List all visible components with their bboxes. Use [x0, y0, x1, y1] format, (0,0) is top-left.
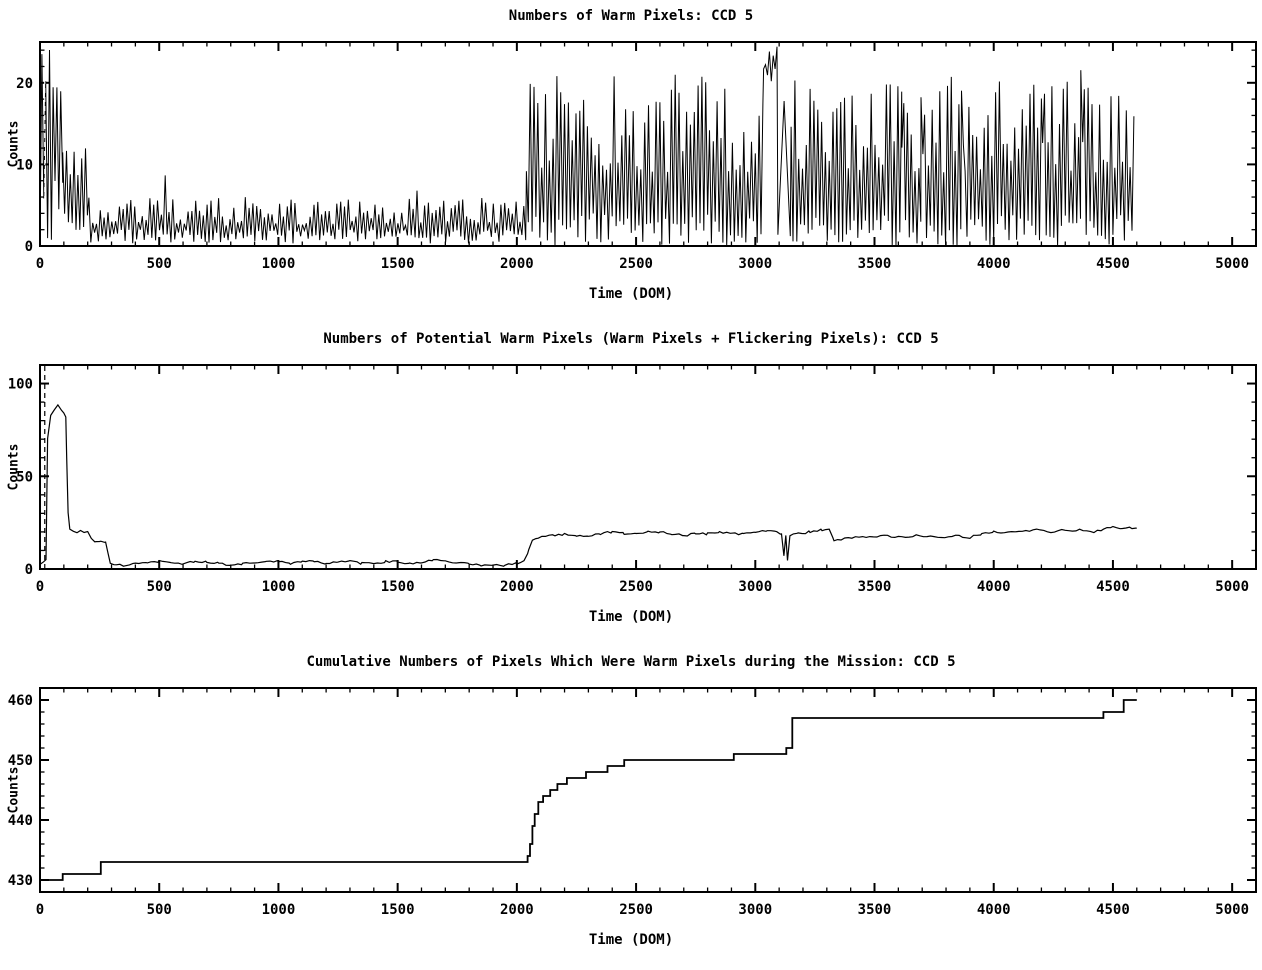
svg-text:5000: 5000 [1215, 579, 1249, 595]
warm-pixels-chart: 0 500 1000 1500 2000 2500 3000 3500 4000 4500 5000… [16, 41, 1257, 272]
potential-warm-pixels-x-axis-label: Time (DOM) [588, 609, 674, 625]
svg-text:500: 500 [147, 902, 172, 918]
cumulative-warm-pixels-x-axis-label: Time (DOM) [588, 932, 674, 948]
cumulative-warm-pixels-y-axis-label: Counts [6, 766, 22, 814]
svg-text:1000: 1000 [262, 256, 296, 272]
svg-text:1000: 1000 [262, 902, 296, 918]
svg-text:5000: 5000 [1215, 902, 1249, 918]
svg-text:4000: 4000 [977, 902, 1011, 918]
warm-pixels-title: Numbers of Warm Pixels: CCD 5 [508, 8, 754, 24]
svg-text:2500: 2500 [619, 256, 653, 272]
potential-warm-pixels-y-axis-label: Counts [6, 443, 22, 491]
svg-text:50: 50 [16, 469, 33, 485]
potential-warm-pixels-chart: 0 500 1000 1500 2000 2500 3000 3500 4000 4500 5000… [8, 364, 1257, 595]
svg-text:460: 460 [8, 693, 33, 709]
svg-text:3000: 3000 [738, 256, 772, 272]
svg-text:4500: 4500 [1096, 579, 1130, 595]
svg-text:3500: 3500 [858, 579, 892, 595]
warm-pixels-panel: Numbers of Warm Pixels: CCD 5 Counts 0 50… [0, 0, 1262, 323]
warm-pixels-x-axis-label: Time (DOM) [588, 286, 674, 302]
svg-text:430: 430 [8, 873, 33, 889]
svg-text:2000: 2000 [500, 902, 534, 918]
svg-text:500: 500 [147, 256, 172, 272]
svg-text:10: 10 [16, 157, 33, 173]
svg-text:2500: 2500 [619, 579, 653, 595]
svg-text:5000: 5000 [1215, 256, 1249, 272]
svg-text:1500: 1500 [381, 902, 415, 918]
svg-text:0: 0 [25, 239, 33, 255]
svg-text:3000: 3000 [738, 902, 772, 918]
potential-warm-pixels-title: Numbers of Potential Warm Pixels (Warm P… [323, 331, 939, 347]
svg-text:0: 0 [36, 256, 44, 272]
potential-warm-pixels-panel: Numbers of Potential Warm Pixels (Warm P… [0, 323, 1262, 646]
svg-text:3500: 3500 [858, 256, 892, 272]
svg-text:2000: 2000 [500, 579, 534, 595]
svg-text:1500: 1500 [381, 256, 415, 272]
cumulative-warm-pixels-panel: Cumulative Numbers of Pixels Which Were … [0, 646, 1262, 969]
svg-text:3000: 3000 [738, 579, 772, 595]
svg-text:0: 0 [25, 562, 33, 578]
svg-text:2000: 2000 [500, 256, 534, 272]
cumulative-warm-pixels-chart: 0 500 1000 1500 2000 2500 3000 3500 4000 4500 5000… [8, 687, 1257, 918]
svg-text:2500: 2500 [619, 902, 653, 918]
svg-text:3500: 3500 [858, 902, 892, 918]
cumulative-warm-pixels-title: Cumulative Numbers of Pixels Which Were … [306, 654, 956, 670]
svg-text:0: 0 [36, 902, 44, 918]
svg-text:4500: 4500 [1096, 902, 1130, 918]
warm-pixels-y-axis-label: Counts [6, 120, 22, 168]
svg-text:1500: 1500 [381, 579, 415, 595]
svg-text:1000: 1000 [262, 579, 296, 595]
svg-text:450: 450 [8, 753, 33, 769]
svg-text:20: 20 [16, 76, 33, 92]
svg-text:100: 100 [8, 377, 33, 393]
svg-text:500: 500 [147, 579, 172, 595]
svg-text:0: 0 [36, 579, 44, 595]
svg-text:440: 440 [8, 813, 33, 829]
svg-text:4000: 4000 [977, 256, 1011, 272]
svg-text:4500: 4500 [1096, 256, 1130, 272]
svg-text:4000: 4000 [977, 579, 1011, 595]
